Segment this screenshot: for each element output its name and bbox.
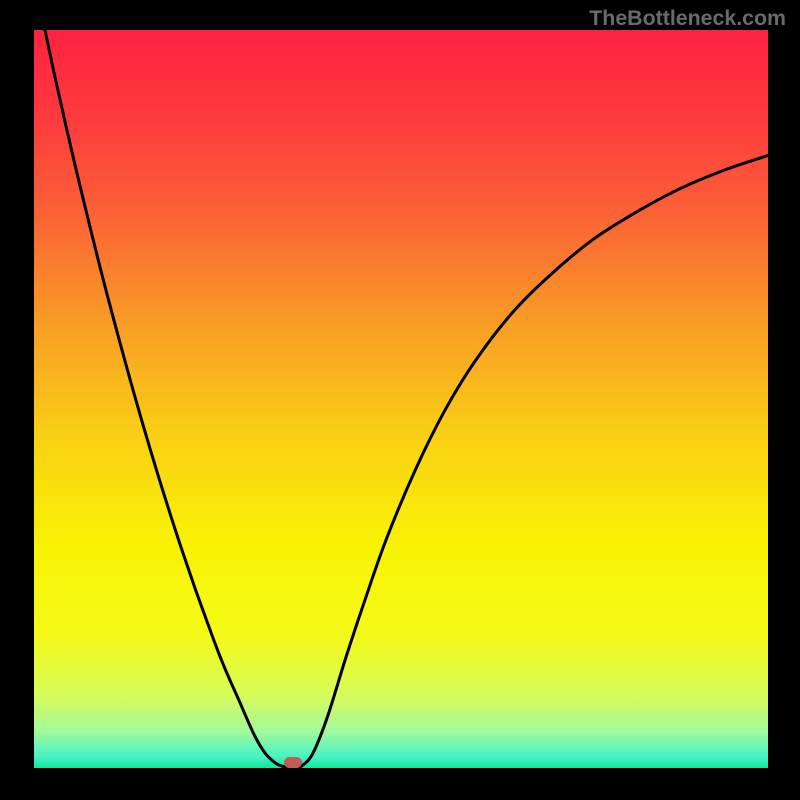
optimal-marker bbox=[284, 757, 302, 768]
bottleneck-curve bbox=[0, 0, 800, 800]
watermark-text: TheBottleneck.com bbox=[589, 6, 786, 31]
chart-frame: TheBottleneck.com bbox=[0, 0, 800, 800]
